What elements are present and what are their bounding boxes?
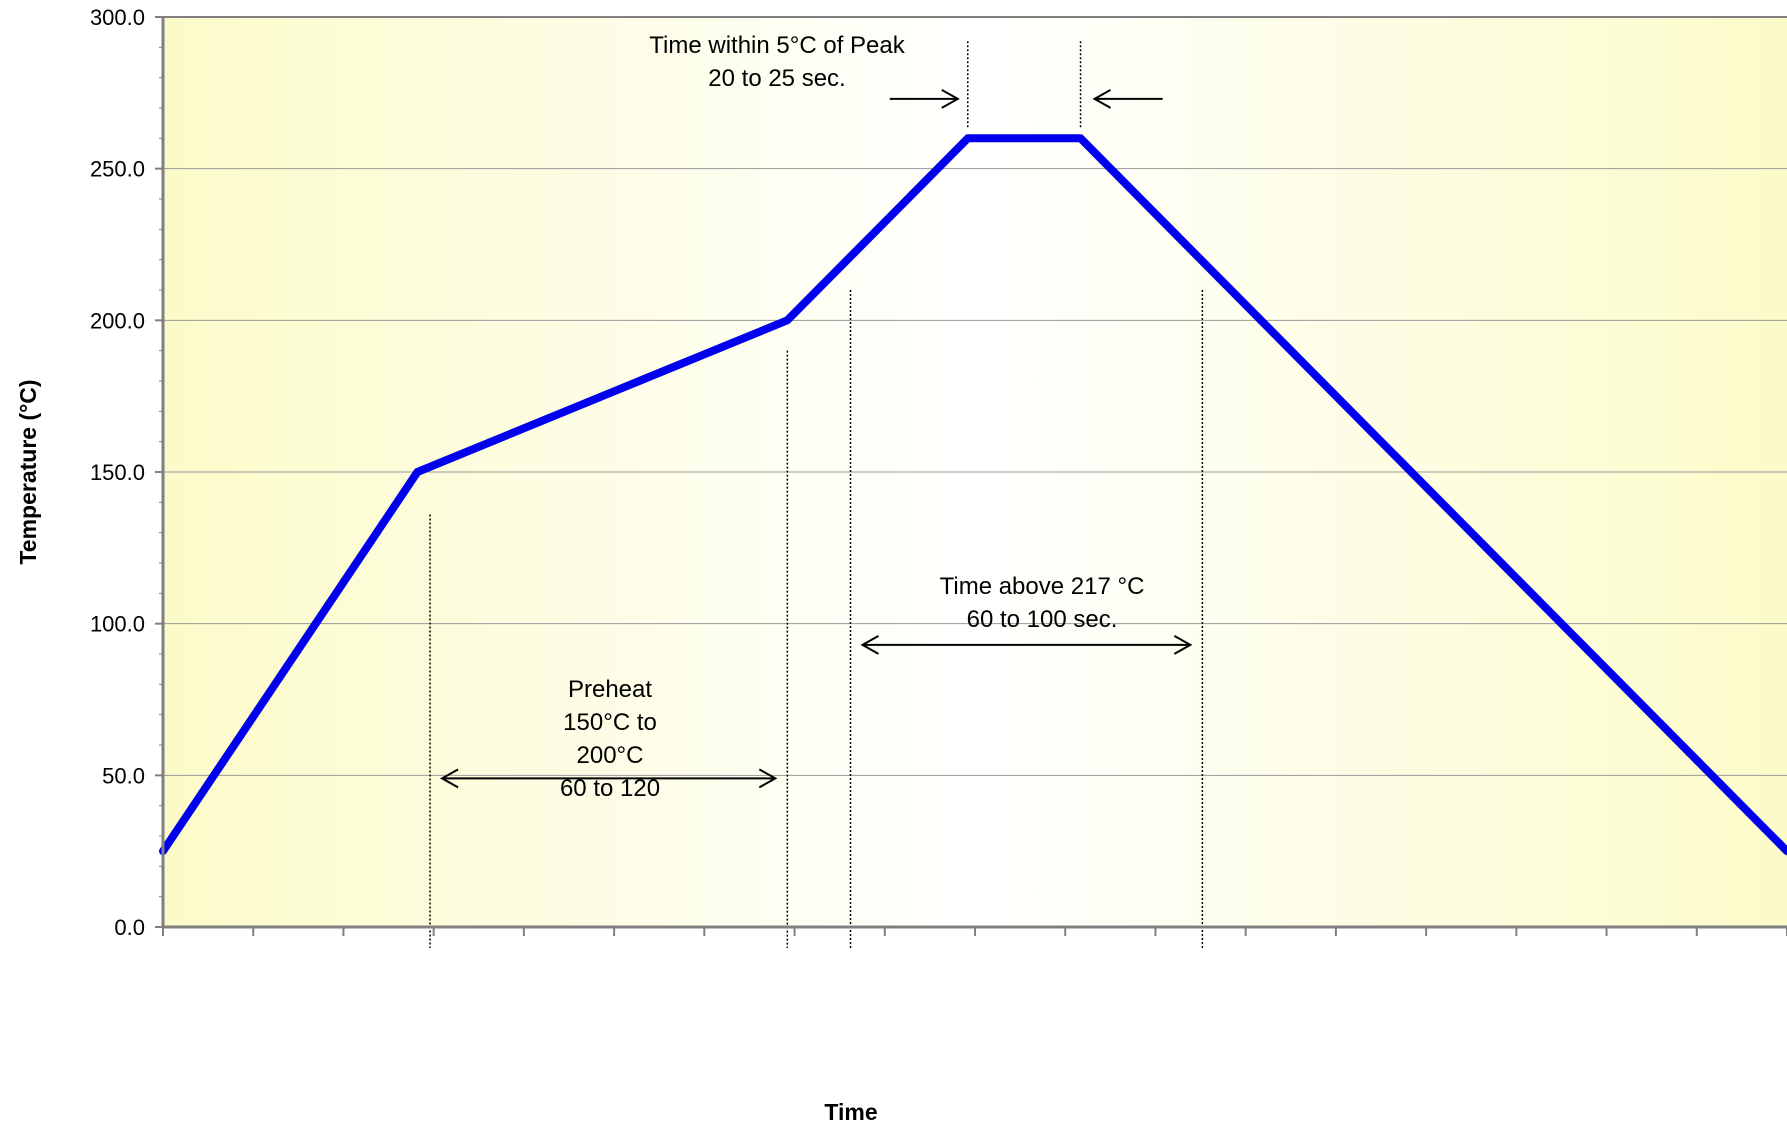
above-annotation: Time above 217 °C 60 to 100 sec.: [940, 573, 1145, 633]
peak-annotation-line-2: 20 to 25 sec.: [708, 65, 845, 92]
y-tick-label: 150.0: [90, 460, 145, 485]
preheat-annotation: Preheat 150°C to 200°C 60 to 120: [560, 676, 660, 802]
peak-arrow-left-head: [941, 89, 960, 109]
above-annotation-line-2: 60 to 100 sec.: [967, 606, 1118, 633]
preheat-annotation-line-2: 150°C to: [563, 709, 657, 736]
preheat-annotation-line-3: 200°C: [577, 742, 644, 769]
y-tick-label: 100.0: [90, 612, 145, 637]
preheat-annotation-line-4: 60 to 120: [560, 775, 660, 802]
peak-arrow-right-head: [1092, 89, 1112, 109]
annotation-guide-lines: [429, 41, 1204, 948]
y-tick-label: 50.0: [102, 763, 145, 788]
y-tick-label: 0.0: [114, 915, 145, 940]
y-axis-ticks: 0.0 50.0 100.0 150.0 200.0 250.0 300.0: [90, 5, 163, 940]
preheat-arrow-head-right: [758, 768, 778, 789]
above-annotation-line-1: Time above 217 °C: [940, 573, 1145, 600]
preheat-arrow-head-left: [440, 768, 459, 789]
y-tick-label: 300.0: [90, 5, 145, 30]
above-arrow-head-left: [860, 635, 879, 655]
temperature-profile-line: [159, 134, 1787, 856]
preheat-annotation-line-1: Preheat: [568, 676, 652, 703]
peak-annotation: Time within 5°C of Peak 20 to 25 sec.: [649, 32, 905, 92]
grid-lines: [163, 168, 1787, 776]
y-axis-title: Temperature (°C): [15, 379, 41, 564]
peak-annotation-line-1: Time within 5°C of Peak: [649, 32, 905, 59]
annotation-arrows: [440, 89, 1193, 789]
y-tick-label: 200.0: [90, 308, 145, 333]
above-arrow-head-right: [1173, 635, 1193, 655]
y-tick-label: 250.0: [90, 157, 145, 182]
x-axis-title: Time: [824, 1099, 877, 1125]
